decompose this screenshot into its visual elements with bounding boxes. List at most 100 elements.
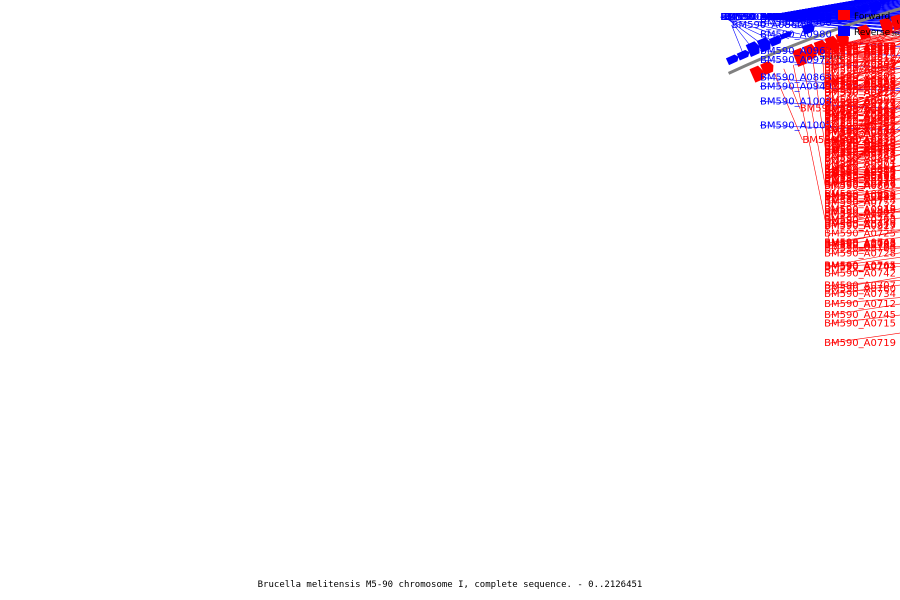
gene-label: BM590_A0742: [824, 269, 896, 280]
gene-label: BM590_A0862: [760, 12, 832, 23]
gene-label: BM590_A0777: [824, 85, 896, 96]
leader-line: [759, 9, 900, 18]
gene-label: BM590_A0861: [760, 12, 832, 23]
gene-label: BM590_A0817: [824, 221, 896, 232]
leader-line: [759, 5, 900, 18]
gene-label: BM590_A0925: [824, 220, 896, 231]
gene-label: BM590_A0818: [824, 128, 896, 139]
gene-label: BM590_A0838: [824, 66, 896, 77]
gene-label: BM590_A0840: [824, 192, 896, 203]
gene-label: BM590_A0754: [824, 240, 896, 251]
gene-label: BM590_A0900: [760, 12, 832, 23]
gene-label: BM590_A0823: [824, 138, 896, 149]
leader-line: [829, 30, 900, 48]
gene-label: BM590_A0828: [824, 109, 896, 120]
gene-label: BM590_A0843: [760, 12, 832, 23]
leader-line: [829, 42, 900, 85]
gene-label: BM590_A0707: [824, 280, 896, 291]
leader-line: [829, 47, 900, 210]
reverse-gene-glyph: [725, 54, 739, 66]
gene-label: BM590_A0980: [760, 29, 832, 40]
leader-line: [829, 52, 900, 116]
leader-line: [759, 1, 900, 18]
leader-line: [829, 107, 900, 142]
gene-label: BM590_A0966: [760, 12, 832, 23]
gene-label: BM590_A0782: [824, 144, 896, 155]
gene-label: BM590_A0889: [824, 42, 896, 53]
reverse-gene-glyph: [736, 49, 750, 61]
leader-line: [829, 37, 900, 55]
leader-line: [829, 90, 900, 166]
gene-label: BM590_A0876: [760, 12, 832, 23]
gene-label: BM590_A0837: [760, 12, 832, 23]
leader-line: [829, 30, 900, 53]
gene-label: BM590_A0770: [824, 216, 896, 227]
gene-label: BM590_A0836: [824, 56, 896, 67]
gene-label: BM590_A0873: [760, 12, 832, 23]
gene-label: BM590_A0752: [824, 198, 896, 209]
gene-label: BM590_A0847: [760, 12, 832, 23]
tick-label: 1000 kbp: [819, 55, 843, 61]
leader-line: [829, 40, 900, 62]
gene-label: BM590_A0902: [824, 111, 896, 122]
gene-label: BM590_A0767: [760, 12, 832, 23]
gene-label: BM590_A0789: [824, 240, 896, 251]
gene-label: BM590_A0849: [760, 12, 832, 23]
gene-label: BM590_A0913: [760, 12, 832, 23]
gene-label: BM590_A0963: [760, 12, 832, 23]
gene-label: BM590_A0880: [760, 12, 832, 23]
leader-line: [802, 60, 831, 213]
gene-label: BM590_A0959: [760, 12, 832, 23]
forward-gene-glyph: [792, 47, 807, 67]
gene-label: BM590_A0791: [760, 12, 832, 23]
gene-label: BM590_A0796: [824, 77, 896, 88]
gene-label: BM590_A1003: [824, 239, 896, 250]
gene-label: BM590_A0919: [824, 142, 896, 153]
gene-label: BM590_A0860: [732, 20, 804, 31]
leader-line: [829, 81, 900, 124]
gene-label: BM590_A0779: [824, 98, 896, 109]
legend-reverse-label: Reverse: [854, 28, 891, 38]
leader-line: [829, 83, 900, 117]
gene-label: BM590_A0773: [824, 146, 896, 157]
gene-label: BM590_A0737: [824, 177, 896, 188]
reverse-gene-glyph: [768, 35, 782, 47]
leader-line: [829, 134, 900, 170]
leader-line: [829, 86, 900, 110]
gene-label: BM590_A1000: [760, 12, 832, 23]
gene-label: BM590_A0805: [760, 12, 832, 23]
leader-line: [722, 16, 779, 44]
gene-label: BM590_A0801: [760, 12, 832, 23]
gene-label: BM590_A0881: [824, 191, 896, 202]
gene-label: BM590_A0885: [824, 114, 896, 125]
gene-label: BM590_A0916: [760, 12, 832, 23]
leader-line: [829, 130, 900, 173]
gene-label: BM590_A0786: [824, 168, 896, 179]
gene-label: BM590_A0821: [824, 111, 896, 122]
gene-label: BM590_A0841: [824, 126, 896, 137]
reverse-gene-glyph: [868, 0, 882, 13]
leader-line: [829, 43, 852, 226]
gene-label: BM590_A0976: [800, 104, 872, 115]
gene-label: BM590_A0924: [824, 63, 896, 74]
gene-label: BM590_A0930: [760, 12, 832, 23]
gene-label: BM590_A0827: [824, 42, 896, 53]
leader-line: [829, 102, 900, 197]
gene-label: BM590_A0845: [760, 12, 832, 23]
leader-line: [829, 30, 891, 100]
gene-label: BM590_A0883: [824, 142, 896, 153]
gene-label: BM590_A0922: [824, 129, 896, 140]
gene-label: BM590_A0792: [824, 122, 896, 133]
gene-label: BM590_A0903: [760, 12, 832, 23]
leader-line: [720, 16, 801, 35]
reverse-gene-glyph: [801, 22, 815, 35]
gene-label: BM590_A0917: [760, 12, 832, 23]
gene-label: BM590_A0830: [824, 135, 896, 146]
leader-line: [759, 1, 900, 18]
gene-label: BM590_A0725: [824, 229, 896, 240]
gene-label: BM590_A0899: [824, 181, 896, 192]
gene-label: BM590_A0831: [824, 45, 896, 56]
gene-label: BM590_A0848: [760, 12, 832, 23]
gene-label: BM590_A1006: [760, 12, 832, 23]
gene-label: BM590_A0739: [760, 12, 832, 23]
